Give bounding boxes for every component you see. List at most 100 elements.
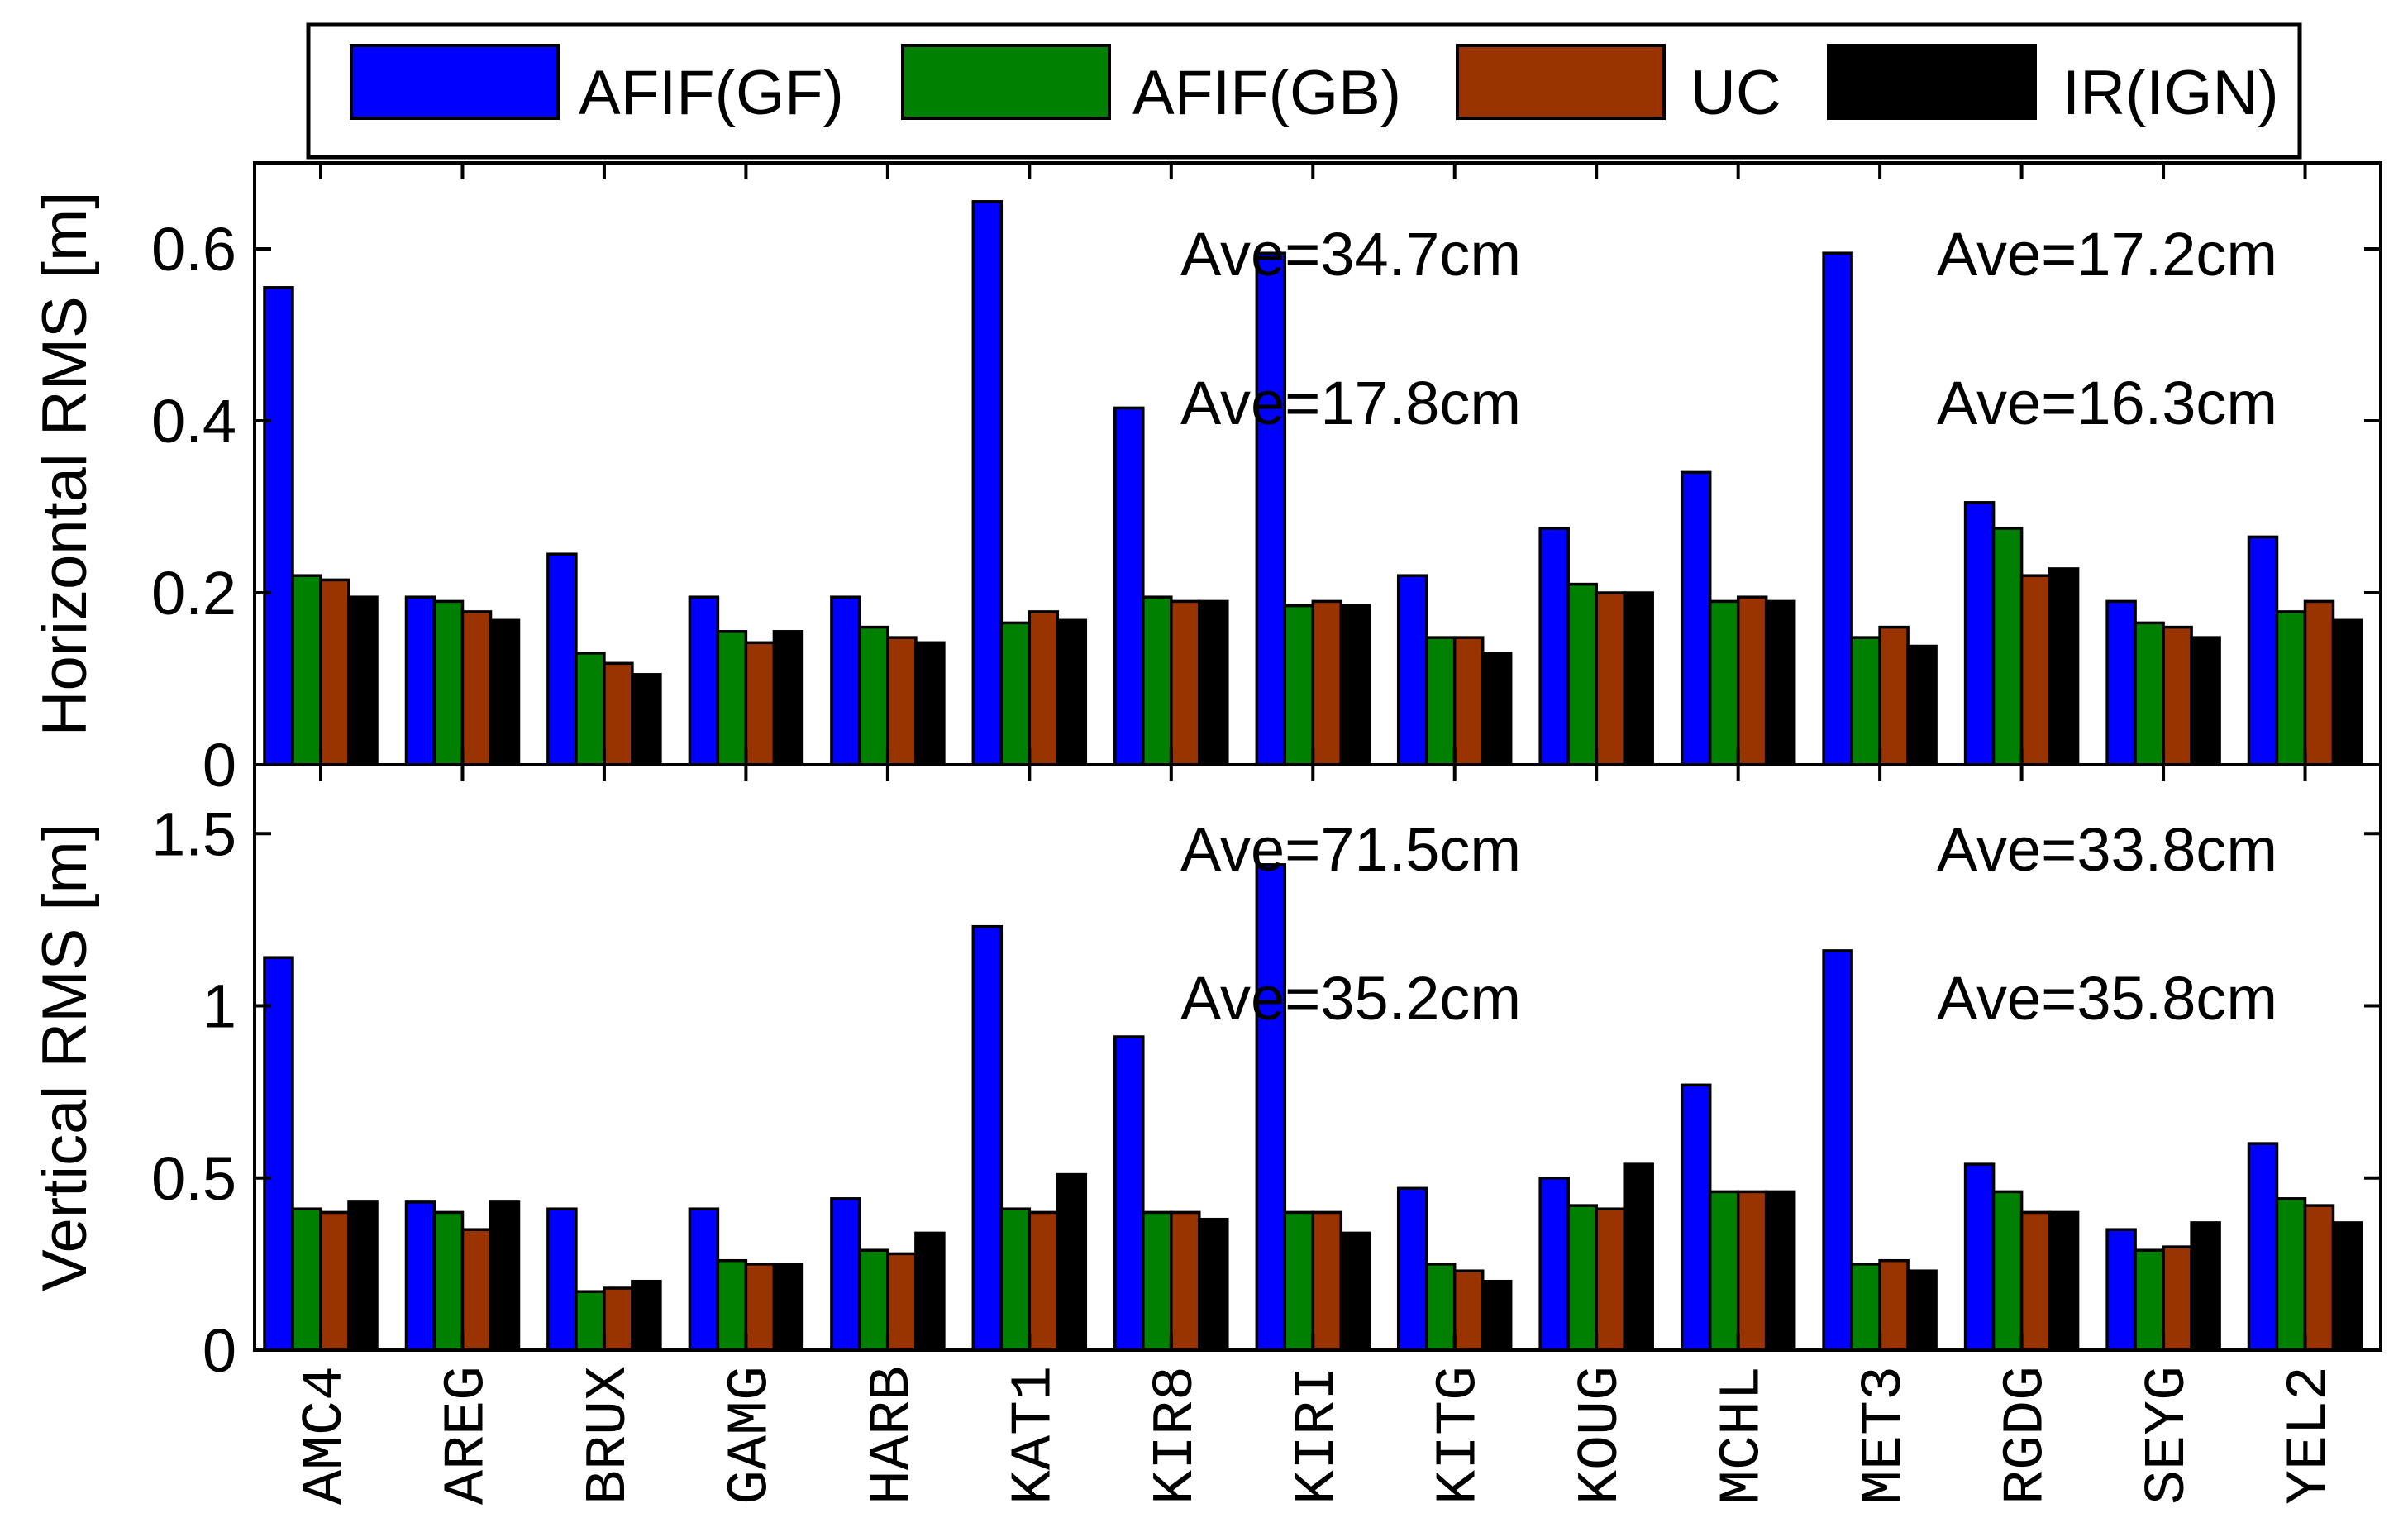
bar-areg-uc — [460, 610, 493, 766]
bar-rgdg-afifgf — [1963, 501, 1996, 766]
bar-kir8-afifgf — [1113, 1035, 1145, 1352]
bar-brux-irign — [631, 1279, 662, 1352]
x-tick-label-kitg: KITG — [1428, 1366, 1493, 1505]
legend-label: AFIF(GF) — [579, 58, 844, 128]
legend-swatch — [901, 44, 1111, 120]
bar-seyg-afifgf — [2105, 599, 2137, 766]
bar-gamg-uc — [744, 641, 776, 766]
bar-mchl-afifgf — [1680, 470, 1712, 766]
bar-gamg-afifgf — [688, 595, 720, 766]
x-tick-label-rgdg: RGDG — [1995, 1366, 2060, 1505]
bar-kat1-afifgb — [999, 621, 1032, 766]
bar-gamg-irign — [772, 630, 804, 766]
bar-kat1-irign — [1056, 1172, 1088, 1352]
bar-kiri-afifgf — [1255, 863, 1287, 1352]
x-tick-label-yel2: YEL2 — [2278, 1366, 2344, 1505]
panel-horizontal: 0 0.2 0.4 0.6 Horizontal RMS [m] Ave=34.7cm Av… — [30, 161, 2382, 800]
bar-harb-afifgf — [830, 1197, 861, 1352]
bar-harb-afifgb — [858, 1248, 889, 1352]
bar-brux-afifgb — [575, 652, 606, 766]
x-category-labels: AMC4 AREG BRUX GAMG HARB KAT1 KIR8 KIRI KITG KOUG… — [293, 1366, 2344, 1505]
bar-kat1-afifgf — [971, 924, 1004, 1352]
bar-kitg-afifgb — [1424, 636, 1457, 766]
bar-harb-irign — [914, 1231, 946, 1352]
legend-label: AFIF(GB) — [1132, 58, 1401, 128]
average-annotation: Ave=17.8cm — [1180, 369, 1521, 437]
bar-areg-afifgb — [432, 1210, 465, 1352]
bar-kir8-afifgb — [1142, 595, 1173, 766]
bar-yel2-irign — [2331, 618, 2363, 766]
legend: AFIF(GF) AFIF(GB) UC IR(IGN) — [306, 22, 2302, 160]
bar-met3-irign — [1906, 1269, 1938, 1352]
y-tick-label: 0.4 — [151, 387, 236, 456]
bar-kitg-uc — [1452, 636, 1485, 766]
bar-brux-uc — [603, 661, 634, 766]
bar-gamg-irign — [772, 1263, 804, 1352]
average-annotation: Ave=17.2cm — [1937, 220, 2277, 289]
bar-yel2-afifgb — [2275, 1197, 2307, 1352]
legend-label: IR(IGN) — [2062, 58, 2279, 128]
bar-areg-afifgb — [432, 599, 465, 766]
bar-amc4-afifgf — [263, 286, 294, 766]
bar-seyg-uc — [2162, 625, 2193, 766]
bar-rgdg-uc — [2019, 574, 2052, 766]
bar-rgdg-uc — [2019, 1210, 2052, 1352]
bar-harb-irign — [914, 641, 946, 766]
bar-rgdg-irign — [2048, 1210, 2080, 1352]
bar-kitg-afifgb — [1424, 1263, 1457, 1352]
bar-harb-uc — [886, 1252, 918, 1352]
bar-kitg-afifgf — [1396, 1186, 1428, 1352]
bar-harb-afifgb — [858, 625, 889, 766]
bar-areg-afifgf — [404, 595, 436, 766]
bar-brux-afifgb — [575, 1290, 606, 1352]
bar-kiri-irign — [1339, 1231, 1371, 1352]
bar-kitg-afifgf — [1396, 574, 1428, 766]
bar-kir8-afifgf — [1113, 406, 1145, 766]
bar-amc4-afifgb — [291, 574, 322, 766]
x-tick-label-seyg: SEYG — [2136, 1366, 2201, 1505]
bar-harb-uc — [886, 636, 918, 766]
average-annotation: Ave=16.3cm — [1937, 369, 2277, 437]
bar-amc4-irign — [347, 595, 379, 766]
bar-amc4-afifgb — [291, 1207, 322, 1352]
x-tick-label-kat1: KAT1 — [1002, 1366, 1067, 1505]
bar-rgdg-afifgf — [1963, 1162, 1996, 1352]
bar-amc4-uc — [319, 578, 350, 766]
bar-seyg-afifgf — [2105, 1228, 2137, 1352]
x-tick-label-areg: AREG — [435, 1366, 500, 1505]
bar-yel2-irign — [2331, 1221, 2363, 1352]
x-tick-label-mchl: MCHL — [1711, 1366, 1776, 1505]
bar-met3-afifgf — [1822, 949, 1853, 1352]
x-tick-label-gamg: GAMG — [718, 1366, 784, 1505]
bar-seyg-afifgb — [2134, 621, 2165, 766]
bar-mchl-uc — [1736, 1190, 1768, 1352]
legend-swatch — [1827, 44, 2037, 120]
bar-mchl-irign — [1764, 599, 1796, 766]
bar-kitg-uc — [1452, 1269, 1485, 1352]
bar-brux-uc — [603, 1286, 634, 1352]
bar-seyg-afifgb — [2134, 1248, 2165, 1352]
bar-seyg-irign — [2190, 1221, 2221, 1352]
bar-koug-uc — [1595, 1207, 1626, 1352]
x-tick-label-met3: MET3 — [1852, 1366, 1918, 1505]
x-tick-label-brux: BRUX — [577, 1366, 642, 1505]
y-tick-label: 0.5 — [151, 1144, 236, 1213]
bar-amc4-irign — [347, 1200, 379, 1352]
bar-rgdg-afifgb — [1991, 1190, 2024, 1352]
bar-rgdg-irign — [2048, 567, 2080, 766]
bar-kitg-irign — [1481, 652, 1513, 766]
bar-kiri-irign — [1339, 604, 1371, 766]
bar-mchl-afifgf — [1680, 1083, 1712, 1352]
bar-kitg-irign — [1481, 1279, 1513, 1352]
bar-areg-irign — [489, 1200, 521, 1352]
y-axis-label: Horizontal RMS [m] — [30, 192, 100, 737]
bar-koug-irign — [1623, 591, 1654, 766]
y-tick-label: 1.5 — [151, 800, 236, 868]
panel-frame — [253, 763, 2382, 1352]
y-tick-label: 1 — [203, 972, 236, 1041]
bar-amc4-afifgf — [263, 956, 294, 1352]
bar-kir8-uc — [1170, 1210, 1201, 1352]
average-annotation: Ave=71.5cm — [1180, 815, 1521, 884]
bar-mchl-irign — [1764, 1190, 1796, 1352]
